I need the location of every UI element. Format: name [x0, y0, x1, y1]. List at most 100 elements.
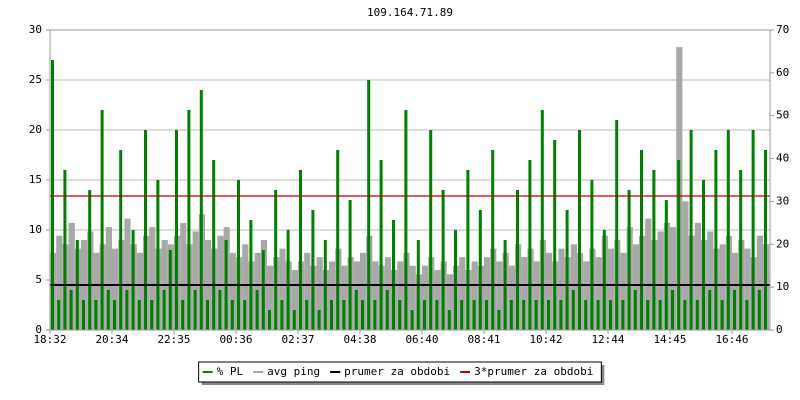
pl-bar — [677, 160, 681, 330]
pl-bar — [255, 290, 259, 330]
ping-bar — [657, 231, 664, 330]
pl-bar — [268, 310, 271, 330]
pl-bar — [199, 90, 203, 330]
ping-bar — [446, 274, 453, 330]
ping-bar — [533, 261, 540, 330]
pl-bar — [305, 300, 309, 330]
legend-label: avg ping — [267, 365, 320, 378]
pl-bar — [447, 310, 451, 330]
pl-bar — [106, 290, 110, 330]
pl-bar — [175, 130, 178, 330]
pl-bar — [764, 150, 767, 330]
x-tick-label: 10:42 — [529, 333, 562, 346]
ping-bar — [632, 244, 639, 330]
pl-bar — [361, 300, 364, 330]
y-tick-label: 10 — [29, 223, 42, 236]
ping-bar — [409, 265, 416, 330]
ping-bar — [329, 261, 336, 330]
y-tick-label: 30 — [29, 23, 42, 36]
ping-bar — [608, 248, 615, 330]
pl-bar — [367, 80, 371, 330]
ping-bar — [521, 257, 528, 330]
pl-bar — [156, 180, 160, 330]
ping-bar — [217, 235, 224, 330]
pl-bar — [454, 230, 457, 330]
ping-bar — [744, 248, 751, 330]
ping-bar — [570, 244, 577, 330]
pl-bar — [757, 290, 761, 330]
pl-bar — [125, 290, 129, 330]
pl-bar — [119, 150, 123, 330]
pl-bar — [658, 300, 662, 330]
pl-bar — [398, 300, 402, 330]
pl-bar — [212, 160, 216, 330]
legend-label: prumer za obdobi — [344, 365, 450, 378]
pl-bar — [336, 150, 340, 330]
pl-bar — [590, 180, 594, 330]
ping-bar — [471, 261, 478, 330]
y2-tick-label: 20 — [776, 237, 789, 250]
pl-bar — [261, 250, 265, 330]
x-tick-label: 18:32 — [33, 333, 66, 346]
pl-bar — [745, 300, 749, 330]
pl-bar — [137, 300, 141, 330]
pl-bar — [689, 130, 693, 330]
pl-bar — [342, 300, 346, 330]
pl-bar — [57, 300, 61, 330]
pl-bar — [652, 170, 656, 330]
ping-bar — [756, 235, 763, 330]
pl-bar — [69, 290, 73, 330]
ping-bar — [595, 257, 602, 330]
pl-bar — [230, 300, 234, 330]
pl-bar — [478, 210, 482, 330]
ping-bar — [360, 252, 367, 330]
pl-bar — [602, 230, 606, 330]
pl-bar — [633, 290, 637, 330]
x-tick-label: 22:35 — [157, 333, 190, 346]
x-tick-label: 02:37 — [281, 333, 314, 346]
pl-bar — [100, 110, 104, 330]
ping-bar — [558, 248, 565, 330]
pl-bar — [181, 300, 185, 330]
ping-bar — [341, 265, 348, 330]
pl-bar — [683, 300, 687, 330]
pl-bar — [640, 150, 643, 330]
pl-bar — [466, 170, 470, 330]
pl-bar — [292, 310, 296, 330]
pl-bar — [491, 150, 495, 330]
pl-bar — [88, 190, 92, 330]
pl-bar — [193, 290, 197, 330]
y2-tick-label: 70 — [776, 23, 789, 36]
pl-bar — [435, 300, 439, 330]
pl-bar — [51, 60, 54, 330]
ping-bar — [583, 261, 590, 330]
pl-bar — [286, 230, 290, 330]
pl-bar — [379, 160, 383, 330]
pl-bar — [249, 220, 253, 330]
ping-bar — [124, 218, 131, 330]
x-tick-label: 14:45 — [653, 333, 686, 346]
pl-bar — [739, 170, 743, 330]
y2-tick-label: 10 — [776, 280, 789, 293]
pl-bar — [516, 190, 519, 330]
pl-bar — [497, 310, 501, 330]
ping-bar — [372, 261, 379, 330]
pl-bar — [299, 170, 302, 330]
pl-bar — [410, 310, 414, 330]
y2-tick-label: 0 — [776, 323, 783, 336]
x-tick-label: 00:36 — [219, 333, 252, 346]
pl-bar — [218, 290, 222, 330]
ping-bar — [719, 244, 726, 330]
y-tick-label: 20 — [29, 123, 42, 136]
pl-bar — [354, 290, 358, 330]
pl-bar — [621, 300, 625, 330]
x-tick-label: 06:40 — [405, 333, 438, 346]
pl-bar — [404, 110, 408, 330]
y-tick-label: 5 — [35, 273, 42, 286]
y2-tick-label: 50 — [776, 109, 789, 122]
pl-bar — [150, 300, 154, 330]
ping-bar — [484, 257, 491, 330]
x-tick-label: 08:41 — [467, 333, 500, 346]
ping-bar — [682, 201, 689, 330]
